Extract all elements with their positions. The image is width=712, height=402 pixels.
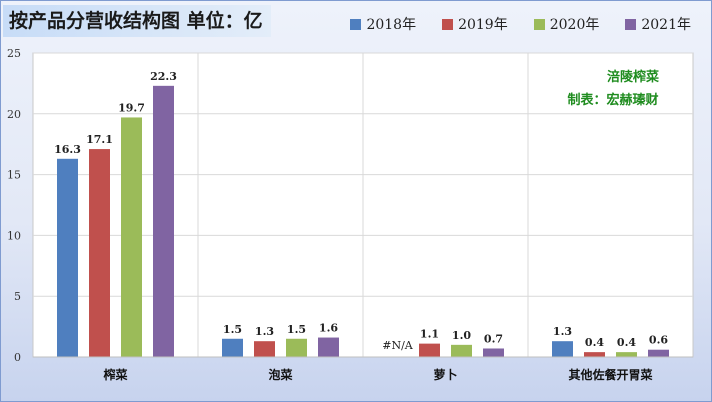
- legend-label: 2020年: [549, 17, 600, 33]
- bar: [451, 344, 472, 357]
- y-tick-label: 5: [14, 290, 21, 303]
- annotation-author: 制表：宏赫瑧财: [567, 92, 658, 108]
- data-label: 0.6: [649, 334, 668, 347]
- legend-swatch: [533, 18, 545, 30]
- data-label: 1.6: [319, 322, 338, 335]
- bar: [616, 352, 637, 357]
- category-label: 泡菜: [268, 367, 292, 382]
- annotation-brand: 涪陵榨菜: [607, 69, 659, 85]
- legend-item-3: 2021年: [625, 14, 691, 34]
- y-tick-label: 25: [7, 47, 21, 60]
- bar: [153, 85, 174, 357]
- bar: [584, 352, 605, 357]
- data-label: 1.0: [452, 329, 471, 342]
- bar: [552, 341, 573, 357]
- data-label: 1.3: [553, 325, 572, 338]
- bar: [89, 149, 110, 357]
- bar: [318, 337, 339, 357]
- bar: [57, 158, 78, 357]
- y-tick-label: 10: [7, 229, 21, 242]
- data-label: 1.5: [223, 323, 242, 336]
- y-tick-label: 15: [7, 169, 21, 182]
- category-label: 榨菜: [102, 367, 127, 382]
- category-label: 萝卜: [433, 367, 457, 382]
- legend-item-2: 2020年: [533, 14, 600, 34]
- bar: [286, 338, 307, 357]
- chart-title: 按产品分营收结构图 单位：亿: [3, 5, 271, 37]
- data-label: 0.4: [585, 336, 604, 349]
- bar: [121, 117, 142, 357]
- data-label: 17.1: [86, 133, 113, 146]
- bar: [222, 338, 243, 357]
- legend-label: 2021年: [641, 17, 691, 33]
- y-tick-label: 20: [7, 108, 21, 121]
- legend-swatch: [625, 18, 637, 30]
- data-label: 1.5: [287, 323, 306, 336]
- data-label: #N/A: [382, 339, 414, 352]
- legend-item-0: 2018年: [350, 14, 416, 34]
- data-label: 16.3: [54, 143, 81, 156]
- y-tick-label: 0: [14, 351, 21, 364]
- legend-swatch: [350, 18, 362, 30]
- legend-item-1: 2019年: [442, 14, 508, 34]
- legend: 2018年 2019年 2020年 2021年: [350, 14, 691, 34]
- data-label: 19.7: [118, 101, 145, 114]
- bar: [419, 343, 440, 357]
- data-label: 0.7: [484, 332, 503, 345]
- data-label: 0.4: [617, 336, 636, 349]
- bar: [648, 349, 669, 357]
- data-label: 22.3: [150, 70, 177, 83]
- legend-swatch: [442, 18, 454, 30]
- category-label: 其他佐餐开胃菜: [568, 367, 652, 382]
- legend-label: 2018年: [366, 17, 417, 33]
- bar: [483, 348, 504, 357]
- legend-label: 2019年: [458, 17, 508, 33]
- data-label: 1.3: [255, 325, 274, 338]
- bar: [254, 341, 275, 357]
- data-label: 1.1: [420, 328, 439, 341]
